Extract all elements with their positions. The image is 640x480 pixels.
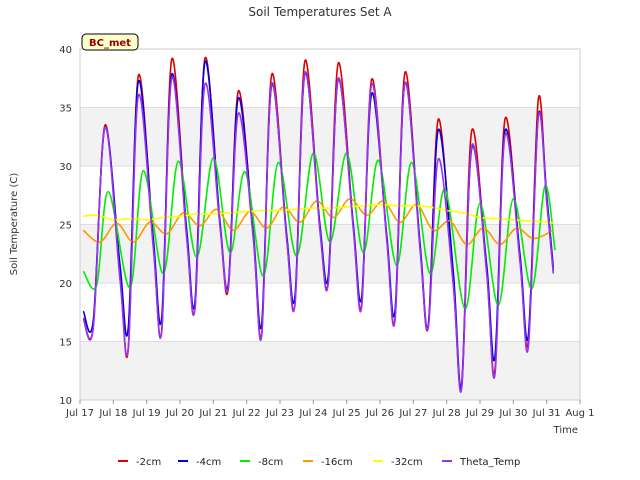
x-axis-title: Time [553,425,578,436]
station-badge: BC_met [81,33,139,51]
y-axis-ticks: 10 15 20 25 30 35 40 [59,45,72,407]
y-axis-title: Soil Temperature (C) [9,173,20,276]
x-tick-label: Jul 23 [265,408,294,419]
x-tick-label: Jul 17 [65,408,94,419]
legend-label-32cm: -32cm [391,457,423,468]
x-tick-label: Jul 19 [132,408,161,419]
x-tick-label: Jul 26 [365,408,394,419]
y-tick-label: 30 [59,162,72,173]
x-axis-ticks: Jul 17 Jul 18 Jul 19 Jul 20 Jul 21 Jul 22 Jul … [65,400,595,419]
legend: -2cm -4cm -8cm -16cm -32cm Theta_Temp [118,457,520,468]
y-tick-label: 40 [59,45,72,56]
y-tick-label: 35 [59,104,72,115]
y-tick-label: 10 [59,396,72,407]
x-tick-label: Jul 27 [398,408,427,419]
y-tick-label: 25 [59,221,72,232]
station-badge-label: BC_met [89,38,131,49]
station-badge-box [81,33,139,51]
x-tick-label: Jul 24 [298,408,327,419]
series-line-theta-temp [82,71,555,393]
series-layer [82,56,556,393]
x-tick-label: Jul 28 [432,408,461,419]
x-tick-label: Jul 25 [332,408,361,419]
x-tick-label: Jul 22 [232,408,261,419]
x-tick-label: Jul 20 [165,408,194,419]
x-tick-label: Jul 21 [198,408,227,419]
x-tick-label: Jul 30 [498,408,527,419]
legend-label-8cm: -8cm [258,457,283,468]
legend-label-theta-temp: Theta_Temp [459,457,520,468]
legend-label-4cm: -4cm [196,457,221,468]
x-tick-label: Aug 1 [565,408,594,419]
y-tick-label: 20 [59,279,72,290]
y-tick-label: 15 [59,338,72,349]
x-tick-label: Jul 31 [532,408,561,419]
chart-title: Soil Temperatures Set A [248,5,392,19]
legend-label-2cm: -2cm [136,457,161,468]
x-tick-label: Jul 29 [465,408,494,419]
background-band [80,341,580,400]
x-tick-label: Jul 18 [98,408,127,419]
background-band [80,107,580,166]
plot-frame [79,48,581,401]
legend-label-16cm: -16cm [321,457,353,468]
